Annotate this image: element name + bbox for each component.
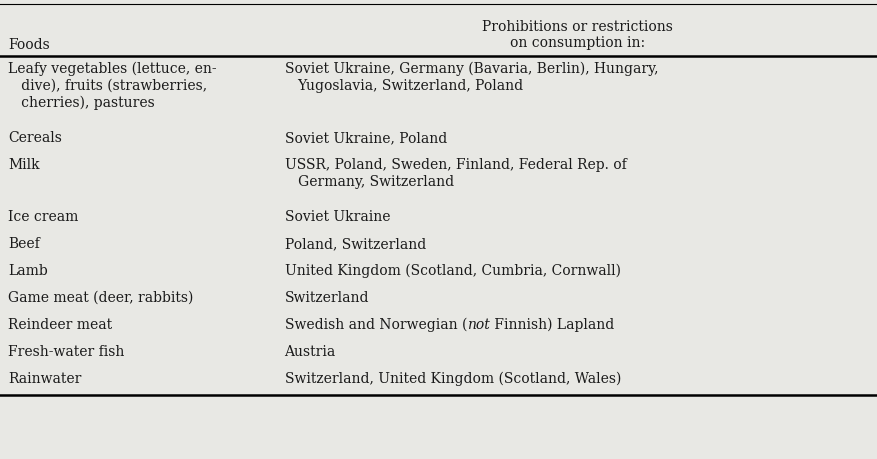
Text: United Kingdom (Scotland, Cumbria, Cornwall): United Kingdom (Scotland, Cumbria, Cornw… xyxy=(284,263,620,278)
Text: Prohibitions or restrictions: Prohibitions or restrictions xyxy=(481,20,672,34)
Text: Switzerland, United Kingdom (Scotland, Wales): Switzerland, United Kingdom (Scotland, W… xyxy=(284,371,620,386)
Text: Lamb: Lamb xyxy=(8,263,47,277)
Text: Leafy vegetables (lettuce, en-: Leafy vegetables (lettuce, en- xyxy=(8,62,217,76)
Text: USSR, Poland, Sweden, Finland, Federal Rep. of: USSR, Poland, Sweden, Finland, Federal R… xyxy=(284,157,625,172)
Text: Austria: Austria xyxy=(284,344,335,358)
Text: Ice cream: Ice cream xyxy=(8,210,78,224)
Text: Yugoslavia, Switzerland, Poland: Yugoslavia, Switzerland, Poland xyxy=(284,79,522,93)
Text: Game meat (deer, rabbits): Game meat (deer, rabbits) xyxy=(8,291,193,304)
Text: Soviet Ukraine: Soviet Ukraine xyxy=(284,210,389,224)
Text: cherries), pastures: cherries), pastures xyxy=(8,96,154,110)
Text: Switzerland: Switzerland xyxy=(284,291,368,304)
Text: Soviet Ukraine, Poland: Soviet Ukraine, Poland xyxy=(284,131,446,145)
Text: Milk: Milk xyxy=(8,157,39,172)
Text: on consumption in:: on consumption in: xyxy=(510,36,644,50)
Text: Soviet Ukraine, Germany (Bavaria, Berlin), Hungary,: Soviet Ukraine, Germany (Bavaria, Berlin… xyxy=(284,62,658,76)
Text: Reindeer meat: Reindeer meat xyxy=(8,317,112,331)
Text: Rainwater: Rainwater xyxy=(8,371,82,385)
Text: Beef: Beef xyxy=(8,236,39,251)
Text: Germany, Switzerland: Germany, Switzerland xyxy=(284,174,453,189)
Text: Poland, Switzerland: Poland, Switzerland xyxy=(284,236,425,251)
Text: Foods: Foods xyxy=(8,38,50,52)
Text: dive), fruits (strawberries,: dive), fruits (strawberries, xyxy=(8,79,207,93)
Text: Swedish and Norwegian (: Swedish and Norwegian ( xyxy=(284,317,467,332)
Text: Finnish) Lapland: Finnish) Lapland xyxy=(489,317,613,332)
Text: not: not xyxy=(467,317,489,331)
Text: Cereals: Cereals xyxy=(8,131,61,145)
Text: Fresh-water fish: Fresh-water fish xyxy=(8,344,125,358)
